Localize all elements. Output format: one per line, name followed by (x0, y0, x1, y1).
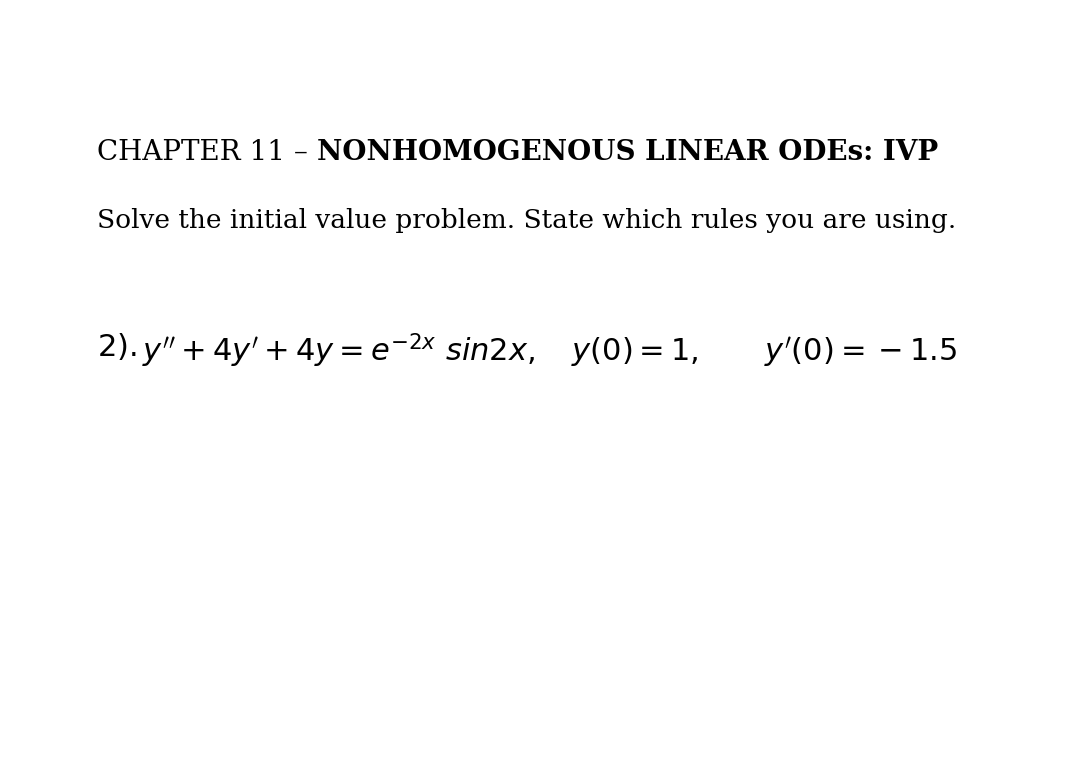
Text: CHAPTER 11 –: CHAPTER 11 – (97, 139, 316, 166)
Text: $\mathrm{2).}$: $\mathrm{2).}$ (97, 332, 137, 363)
Text: $y'' + 4y' + 4y = e^{-2x}\ \mathit{sin}2x,\quad y(0) = 1, \qquad y'(0) = -1.5$: $y'' + 4y' + 4y = e^{-2x}\ \mathit{sin}2… (143, 332, 957, 371)
Text: Solve the initial value problem. State which rules you are using.: Solve the initial value problem. State w… (97, 208, 957, 233)
Text: NONHOMOGENOUS LINEAR ODEs: IVP: NONHOMOGENOUS LINEAR ODEs: IVP (316, 139, 939, 166)
